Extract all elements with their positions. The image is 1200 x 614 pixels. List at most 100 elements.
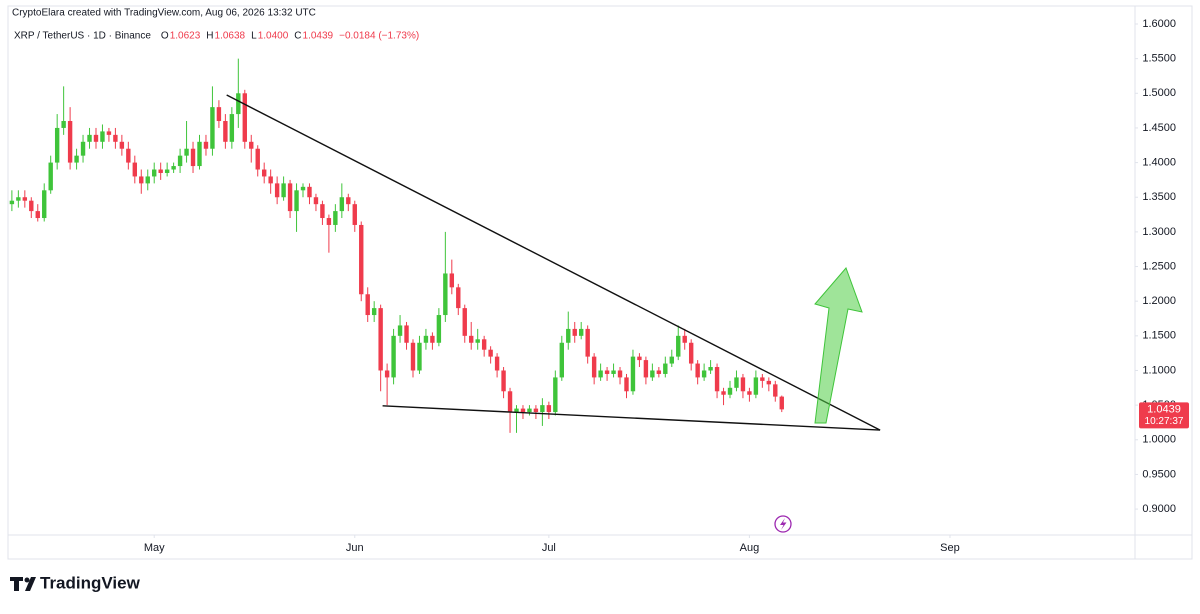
candle-body	[22, 197, 28, 201]
candle-body	[320, 204, 325, 219]
candle-body	[100, 131, 105, 142]
frame	[7, 5, 1193, 560]
candle-body	[727, 387, 733, 395]
candle-body	[229, 114, 235, 142]
candle-body	[514, 408, 519, 413]
candle-body	[682, 335, 687, 343]
brand: TradingView	[40, 573, 141, 592]
candle-body	[126, 148, 131, 163]
y-tick-label: 1.1500	[1142, 330, 1176, 342]
x-tick-label: Sep	[940, 542, 960, 554]
candle-body	[650, 370, 655, 378]
candle-body	[591, 356, 597, 378]
logo-slash	[25, 577, 36, 591]
ohlc-label: L	[251, 31, 257, 42]
candle-body	[16, 197, 21, 201]
candle-body	[268, 176, 273, 184]
candle-body	[630, 356, 636, 392]
candle-body	[572, 328, 577, 336]
candle-body	[475, 339, 480, 343]
candle-body	[106, 131, 112, 135]
candle-body	[766, 380, 772, 385]
candle-body	[384, 370, 390, 378]
candle-body	[553, 377, 558, 413]
candle-body	[462, 308, 467, 336]
candle-body	[688, 342, 694, 364]
candle-body	[604, 370, 610, 374]
candle-body	[559, 342, 564, 378]
candle-body	[236, 93, 241, 115]
candle-body	[190, 148, 196, 167]
legend-header: XRP / TetherUS · 1D · Binance O 1.0623 H 1.…	[14, 31, 419, 42]
candle-body	[585, 328, 590, 357]
candle-body	[637, 356, 642, 361]
candle-body	[87, 134, 92, 142]
candle-body	[443, 273, 448, 316]
candle-body	[255, 148, 260, 170]
candle-body	[734, 377, 739, 388]
candle-body	[449, 273, 455, 288]
candle-body	[216, 107, 222, 122]
candle-body	[371, 308, 377, 316]
y-tick-label: 1.5500	[1142, 53, 1176, 65]
candle-body	[740, 377, 746, 392]
candle-body	[29, 200, 34, 212]
candle-body	[423, 335, 429, 343]
candle-body	[714, 367, 720, 392]
candle-body	[184, 148, 189, 156]
candle-body	[501, 370, 506, 392]
event-bolt	[780, 518, 787, 530]
symbol: XRP / TetherUS · 1D · Binance	[14, 31, 151, 42]
candle-body	[287, 183, 293, 212]
ohlc-value: 1.0400	[258, 31, 289, 42]
breakout-arrow	[814, 267, 863, 424]
candle-body	[242, 93, 247, 142]
candle-body	[365, 294, 370, 316]
y-tick-label: 1.5000	[1142, 87, 1176, 99]
candle-body	[624, 377, 629, 392]
candle-body	[663, 363, 668, 374]
candle-body	[333, 211, 338, 225]
change: −0.0184 (−1.73%)	[339, 31, 419, 42]
x-tick-label: May	[144, 542, 165, 554]
y-tick-label: 1.0000	[1142, 434, 1176, 446]
candle-body	[274, 183, 280, 198]
candle-body	[397, 325, 403, 336]
candle-body	[339, 197, 345, 212]
candle-body	[171, 166, 176, 170]
x-tick-label: Jun	[346, 542, 364, 554]
logo-mark	[10, 577, 23, 591]
candle-body	[42, 190, 47, 219]
candle-body	[313, 197, 319, 205]
y-tick-label: 1.2500	[1142, 260, 1176, 272]
candle-body	[676, 335, 681, 357]
ohlc-label: O	[161, 31, 169, 42]
candle-body	[307, 186, 312, 198]
price-tag-value: 1.0439	[1147, 403, 1181, 415]
candle-body	[54, 127, 60, 163]
candle-body	[93, 134, 99, 142]
candle-body	[708, 367, 713, 371]
candle-body	[281, 183, 286, 198]
candle-body	[404, 325, 409, 343]
candle-body	[359, 224, 364, 295]
candle-body	[494, 356, 500, 371]
candle-body	[164, 169, 170, 173]
candle-body	[643, 360, 649, 378]
candle-body	[378, 308, 383, 371]
candle-body	[158, 169, 163, 173]
candle-body	[469, 335, 474, 343]
candle-body	[352, 204, 357, 225]
candle-body	[119, 141, 125, 149]
trendline	[226, 94, 881, 431]
y-tick-label: 1.2000	[1142, 295, 1176, 307]
candle-body	[80, 141, 86, 156]
x-tick-label: Aug	[740, 542, 760, 554]
candle-body	[430, 335, 435, 343]
y-tick-label: 1.3000	[1142, 226, 1176, 238]
candle-body	[145, 176, 150, 184]
candle-body	[598, 370, 603, 378]
ohlc-value: 1.0638	[215, 31, 246, 42]
